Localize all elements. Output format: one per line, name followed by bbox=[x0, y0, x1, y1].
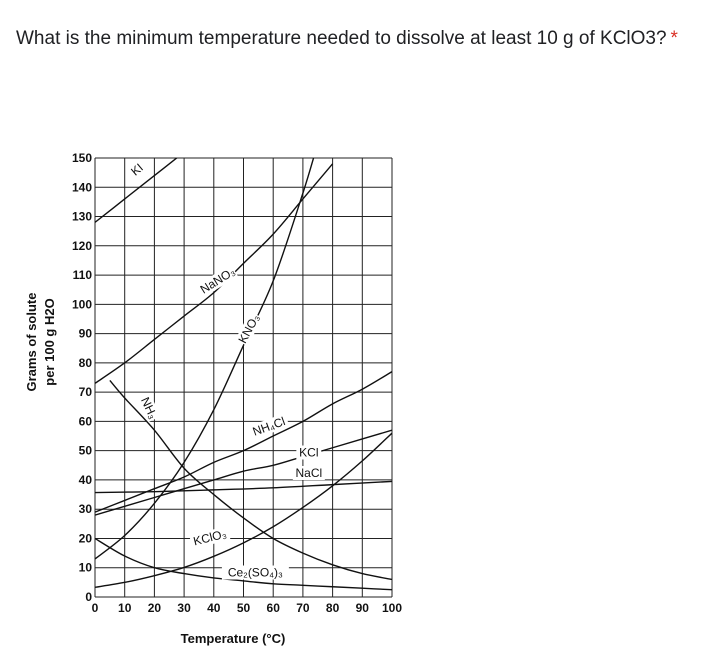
curve-kcl bbox=[95, 429, 392, 516]
curve-label-kclo3: KClO₃ bbox=[189, 526, 231, 550]
y-tick-label: 150 bbox=[72, 151, 92, 165]
y-tick-label: 40 bbox=[79, 473, 93, 487]
x-tick-label: 80 bbox=[326, 601, 340, 615]
curve-label-nacl: NaCl bbox=[292, 466, 325, 481]
x-tick-label: 70 bbox=[296, 601, 310, 615]
tick-labels: 0 10 20 30 40 50 60 70 80 90 100 0 10 20 30 40 50 60 70 80 9… bbox=[72, 151, 402, 615]
x-tick-label: 40 bbox=[207, 601, 221, 615]
curve-label-text: KClO₃ bbox=[192, 527, 228, 549]
y-tick-label: 20 bbox=[79, 531, 93, 545]
y-tick-label: 120 bbox=[72, 239, 92, 253]
required-marker: * bbox=[670, 28, 678, 49]
y-axis-title: Grams of solute per 100 g H2O bbox=[24, 293, 57, 392]
x-tick-label: 90 bbox=[356, 601, 370, 615]
y-tick-label: 130 bbox=[72, 210, 92, 224]
y-tick-label: 140 bbox=[72, 180, 92, 194]
curve-label-bg bbox=[221, 565, 289, 580]
curve-label-bg bbox=[137, 393, 161, 423]
y-tick-label: 70 bbox=[79, 385, 93, 399]
curve-nh3 bbox=[109, 379, 392, 581]
curve-nano3 bbox=[95, 163, 334, 384]
x-tick-label: 50 bbox=[237, 601, 251, 615]
curve-label-text: NH₄Cl bbox=[251, 414, 287, 439]
curve-label-text: Ce₂(SO₄)₃ bbox=[228, 566, 283, 580]
curve-label-text: NaNO₃ bbox=[198, 264, 238, 296]
x-tick-label: 60 bbox=[267, 601, 281, 615]
curve-labels: KI NaNO₃ KNO₃ NH₃ NH₄Cl KCl NaCl KClO₃ Ce₂(SO₄)₃ bbox=[125, 158, 325, 580]
curve-label-kno3: KNO₃ bbox=[235, 311, 263, 347]
x-tick-label: 10 bbox=[118, 601, 132, 615]
curve-label-text: KNO₃ bbox=[235, 312, 262, 346]
y-tick-label: 90 bbox=[79, 327, 93, 341]
curve-label-bg bbox=[296, 445, 322, 460]
question-text: What is the minimum temperature needed t… bbox=[16, 28, 667, 49]
curve-label-kcl: KCl bbox=[296, 445, 322, 460]
curve-nacl bbox=[95, 480, 392, 494]
x-axis-title: Temperature (°C) bbox=[181, 631, 286, 646]
curve-label-bg bbox=[125, 158, 149, 181]
y-tick-label: 60 bbox=[79, 414, 93, 428]
grid bbox=[94, 157, 393, 598]
curve-ki bbox=[95, 158, 178, 223]
x-tick-label: 30 bbox=[177, 601, 191, 615]
question: What is the minimum temperature needed t… bbox=[16, 22, 716, 56]
x-tick-label: 100 bbox=[382, 601, 402, 615]
curve-label-text: NaCl bbox=[296, 466, 323, 480]
curve-label-bg bbox=[292, 466, 325, 481]
y-tick-label: 100 bbox=[72, 297, 92, 311]
curve-kclo3 bbox=[95, 432, 392, 589]
y-axis-title-line2: per 100 g H2O bbox=[42, 298, 57, 385]
curve-ce2-so4-3 bbox=[95, 537, 392, 591]
curve-label-nh4cl: NH₄Cl bbox=[248, 413, 290, 440]
curve-label-nh3: NH₃ bbox=[137, 393, 161, 423]
curve-label-text: KCl bbox=[299, 446, 318, 460]
y-tick-label: 10 bbox=[79, 561, 93, 575]
y-axis-title-line1: Grams of solute bbox=[24, 293, 39, 392]
y-tick-label: 80 bbox=[79, 356, 93, 370]
y-tick-label: 110 bbox=[73, 268, 93, 282]
curve-label-nano3: NaNO₃ bbox=[197, 264, 238, 297]
curve-label-bg bbox=[189, 526, 231, 550]
y-tick-label: 30 bbox=[79, 502, 93, 516]
curve-label-bg bbox=[248, 413, 290, 440]
curve-label-bg bbox=[197, 264, 238, 297]
curve-kno3 bbox=[95, 158, 315, 560]
curve-label-ki: KI bbox=[125, 158, 149, 181]
curve-label-bg bbox=[235, 311, 263, 347]
y-tick-label: 50 bbox=[79, 444, 93, 458]
y-tick-label: 0 bbox=[85, 590, 92, 604]
curves bbox=[95, 158, 392, 591]
x-tick-label: 20 bbox=[148, 601, 162, 615]
curve-label-ce2-so4-3: Ce₂(SO₄)₃ bbox=[221, 565, 289, 580]
x-tick-label: 0 bbox=[92, 601, 99, 615]
